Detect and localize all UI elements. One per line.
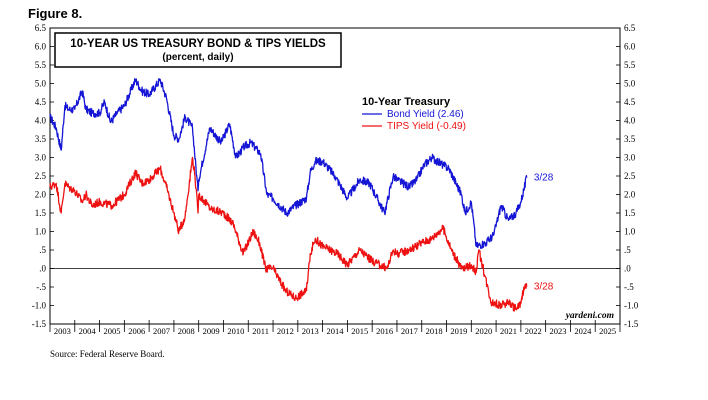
x-tick-label: 2008 (178, 326, 195, 336)
x-tick-label: 2014 (327, 326, 345, 336)
y-tick-label-left: 6.0 (35, 42, 47, 52)
y-tick-label-right: 3.0 (624, 153, 636, 163)
x-tick-label: 2017 (401, 326, 418, 336)
x-tick-label: 2022 (525, 326, 542, 336)
y-tick-label-right: 6.0 (624, 42, 636, 52)
y-tick-label-right: 6.5 (624, 23, 636, 33)
chart-credit: yardeni.com (565, 311, 614, 321)
x-tick-label: 2024 (574, 326, 592, 336)
y-tick-label-left: 2.5 (35, 171, 47, 181)
y-tick-label-right: 4.0 (624, 116, 636, 126)
y-tick-label-left: 6.5 (35, 23, 47, 33)
y-tick-label-right: 3.5 (624, 134, 636, 144)
x-tick-label: 2006 (128, 326, 145, 336)
x-tick-label: 2018 (426, 326, 443, 336)
x-tick-label: 2007 (153, 326, 170, 336)
y-tick-label-right: .5 (624, 245, 631, 255)
y-tick-label-right: 1.5 (624, 208, 636, 218)
y-tick-label-left: 5.5 (35, 60, 47, 70)
y-tick-label-left: 2.0 (35, 190, 47, 200)
x-tick-label: 2020 (475, 326, 492, 336)
x-tick-label: 2004 (79, 326, 97, 336)
y-tick-label-right: 2.5 (624, 171, 636, 181)
y-tick-label-left: .0 (39, 264, 46, 274)
y-tick-label-right: .0 (624, 264, 631, 274)
y-tick-label-left: 3.0 (35, 153, 47, 163)
y-tick-label-left: 1.5 (35, 208, 47, 218)
x-tick-label: 2019 (450, 326, 467, 336)
x-tick-label: 2009 (203, 326, 220, 336)
y-tick-label-right: 4.5 (624, 97, 636, 107)
title-box (54, 32, 342, 68)
x-tick-label: 2023 (550, 326, 567, 336)
legend-title: 10-Year Treasury (362, 96, 451, 108)
x-tick-label: 2005 (103, 326, 120, 336)
series-end-label: 3/28 (534, 282, 554, 293)
y-tick-label-left: 3.5 (35, 134, 47, 144)
chart-title: 10-YEAR US TREASURY BOND & TIPS YIELDS (70, 38, 326, 50)
y-tick-label-left: 4.0 (35, 116, 47, 126)
series-line (49, 156, 528, 312)
y-tick-label-right: -1.5 (624, 319, 639, 329)
x-tick-label: 2011 (252, 326, 269, 336)
y-tick-label-right: 2.0 (624, 190, 636, 200)
y-tick-label-left: 5.0 (35, 79, 47, 89)
y-tick-label-left: -1.0 (32, 301, 47, 311)
legend-entry: Bond Yield (2.46) (387, 109, 464, 120)
x-tick-label: 2021 (500, 326, 517, 336)
y-tick-label-right: 5.0 (624, 79, 636, 89)
x-tick-label: 2016 (376, 326, 393, 336)
y-tick-label-left: 1.0 (35, 227, 47, 237)
y-tick-label-right: -.5 (624, 282, 634, 292)
series-line (49, 78, 528, 250)
y-tick-label-right: 1.0 (624, 227, 636, 237)
y-tick-label-right: 5.5 (624, 60, 636, 70)
source-note: Source: Federal Reserve Board. (50, 349, 165, 359)
y-tick-label-left: -1.5 (32, 319, 47, 329)
x-tick-label: 2010 (227, 326, 244, 336)
chart-subtitle: (percent, daily) (162, 52, 233, 63)
y-tick-label-right: -1.0 (624, 301, 639, 311)
series-end-label: 3/28 (534, 172, 554, 183)
y-tick-label-left: .5 (39, 245, 46, 255)
x-tick-label: 2025 (599, 326, 616, 336)
x-tick-label: 2015 (351, 326, 368, 336)
x-tick-label: 2013 (302, 326, 319, 336)
x-tick-label: 2003 (54, 326, 71, 336)
x-tick-label: 2012 (277, 326, 294, 336)
figure-label: Figure 8. (28, 6, 83, 21)
y-tick-label-left: -.5 (36, 282, 46, 292)
legend-entry: TIPS Yield (-0.49) (387, 121, 466, 132)
y-tick-label-left: 4.5 (35, 97, 47, 107)
